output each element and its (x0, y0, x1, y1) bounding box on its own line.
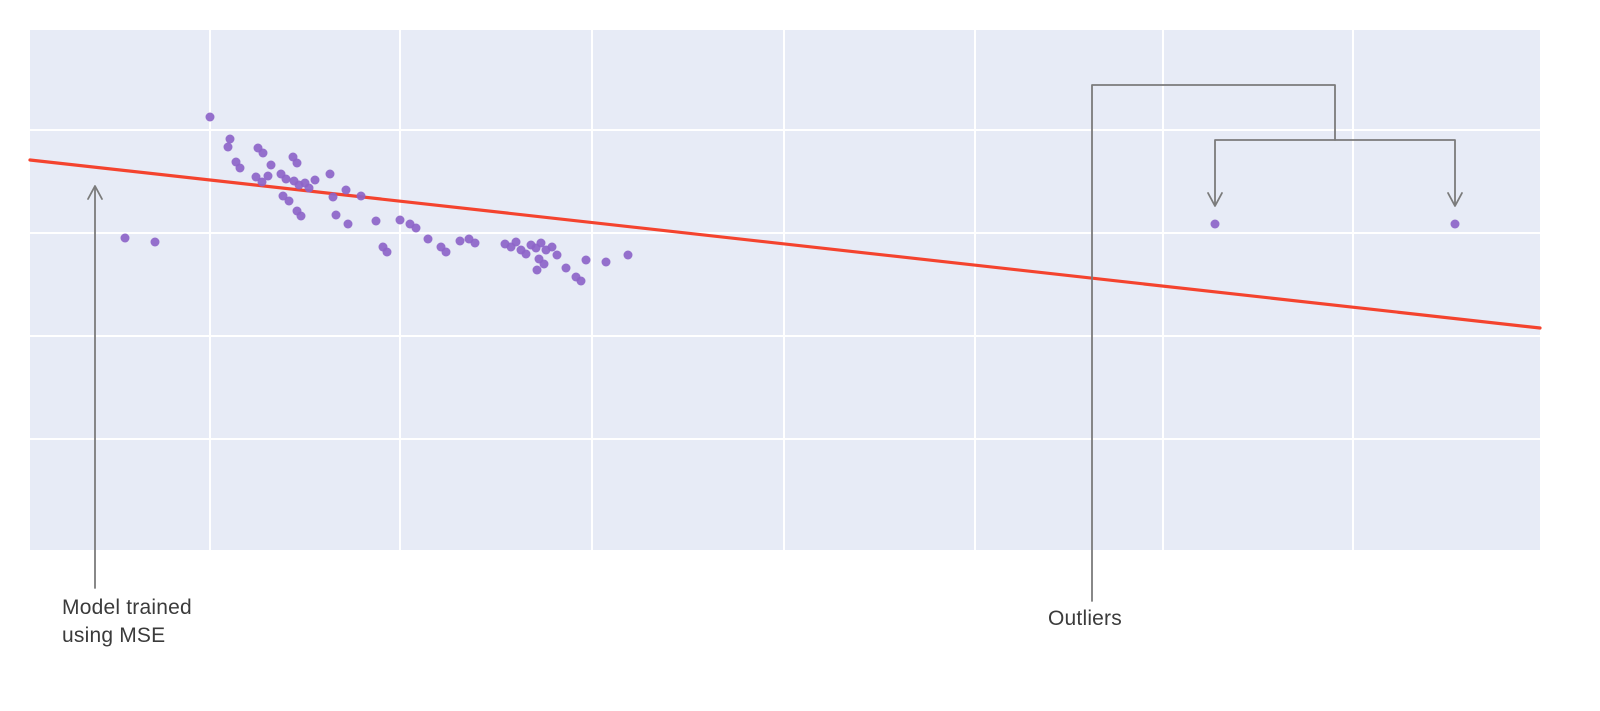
mse-annotation-label: Model trained using MSE (62, 596, 192, 648)
outliers-annotation-label: Outliers (1048, 607, 1122, 630)
